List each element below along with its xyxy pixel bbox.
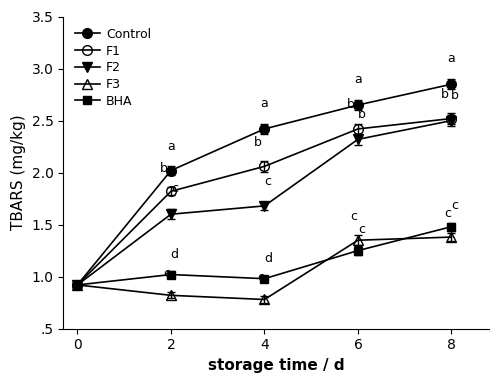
X-axis label: storage time / d: storage time / d [208, 358, 344, 373]
Text: d: d [264, 252, 272, 265]
Text: b: b [254, 136, 262, 149]
Y-axis label: TBARS (mg/kg): TBARS (mg/kg) [11, 115, 26, 230]
Text: a: a [167, 140, 175, 153]
Text: d: d [170, 248, 178, 261]
Text: a: a [354, 73, 362, 86]
Text: e: e [257, 271, 264, 284]
Text: a: a [260, 97, 268, 110]
Text: c: c [171, 182, 178, 195]
Text: c: c [264, 175, 272, 188]
Legend: Control, F1, F2, F3, BHA: Control, F1, F2, F3, BHA [70, 23, 156, 113]
Text: c: c [444, 207, 451, 220]
Text: b: b [440, 88, 448, 101]
Text: b: b [452, 89, 459, 102]
Text: a: a [448, 53, 456, 66]
Text: c: c [350, 210, 358, 223]
Text: b: b [358, 108, 366, 121]
Text: b: b [160, 162, 168, 175]
Text: c: c [358, 223, 365, 236]
Text: e: e [164, 267, 171, 280]
Text: c: c [452, 199, 458, 212]
Text: b: b [347, 98, 355, 111]
